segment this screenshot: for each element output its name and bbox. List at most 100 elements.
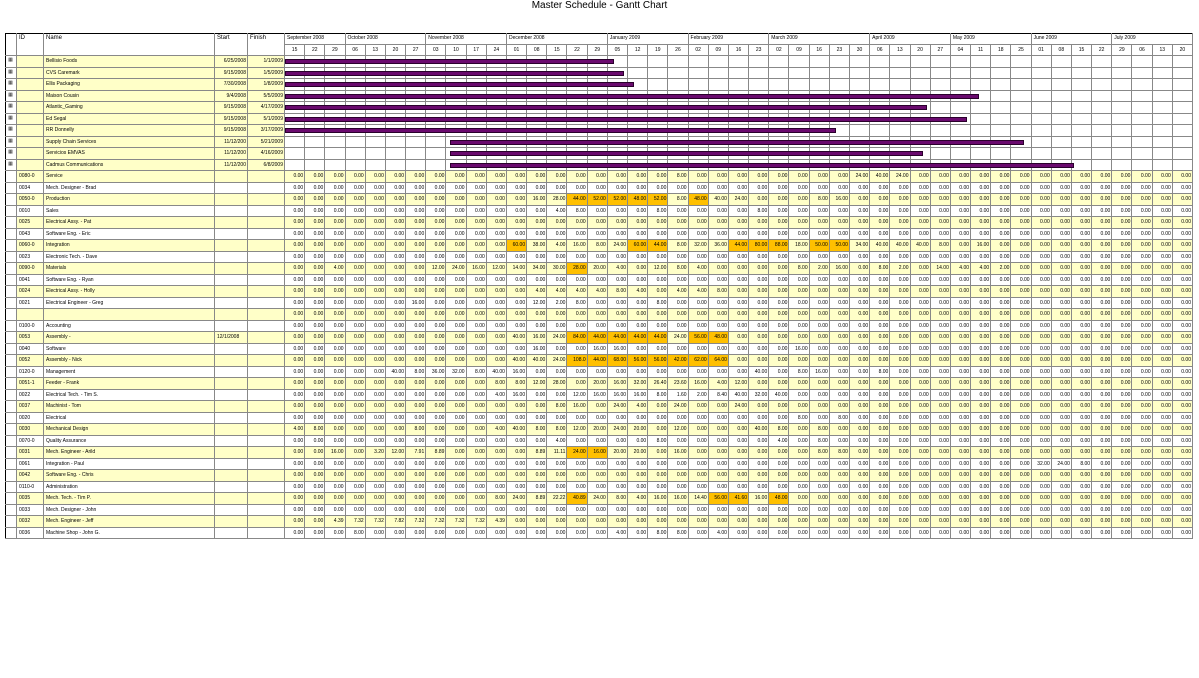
hours-cell: 4.00 (688, 286, 709, 298)
hours-cell: 0.00 (628, 504, 649, 516)
resource-name[interactable]: Integration - Paul (44, 458, 215, 470)
gantt-bar[interactable] (285, 93, 980, 99)
hours-cell: 0.00 (789, 286, 810, 298)
resource-name[interactable]: Mech. Engineer - Jeff (44, 516, 215, 528)
gantt-cell (708, 56, 729, 68)
resource-name[interactable]: Assembly - Nick (44, 355, 215, 367)
hours-cell: 0.00 (870, 332, 891, 344)
resource-name[interactable]: Electrical Assy. - Holly (44, 286, 215, 298)
resource-name[interactable]: Electrical Tech. - Tim S. (44, 389, 215, 401)
resource-name[interactable]: Materials (44, 263, 215, 275)
gantt-bar[interactable] (285, 70, 624, 76)
hours-cell: 0.00 (728, 481, 750, 493)
resource-finish (248, 470, 285, 482)
gantt-cell (971, 79, 992, 91)
task-name[interactable]: Servicios EMVAS (44, 148, 215, 160)
hours-cell: 28.00 (567, 263, 588, 275)
hours-cell: 0.00 (1152, 470, 1173, 482)
hours-cell: 0.00 (708, 263, 729, 275)
resource-name[interactable]: Software Eng. - Ryan (44, 274, 215, 286)
resource-name[interactable]: Management (44, 366, 215, 378)
gantt-bar[interactable] (285, 116, 967, 122)
resource-name[interactable]: Quality Assurance (44, 435, 215, 447)
hours-cell: 0.00 (486, 309, 507, 321)
resource-name[interactable]: Mechanical Design (44, 424, 215, 436)
task-indicator-icon[interactable]: ▦ (5, 136, 17, 148)
resource-name[interactable]: Mech. Designer - John (44, 504, 215, 516)
resource-id: 0025 (17, 217, 44, 229)
gantt-cell (1071, 90, 1093, 102)
task-name[interactable]: Atlantic_Gaming (44, 102, 215, 114)
task-indicator-icon[interactable]: ▦ (5, 79, 17, 91)
task-indicator-icon[interactable]: ▦ (5, 159, 17, 171)
gantt-bar[interactable] (285, 59, 614, 64)
week-header: 01 (1031, 44, 1052, 56)
task-name[interactable]: Ed Segal (44, 113, 215, 125)
resource-name[interactable]: Mech. Tech. - Tim P. (44, 493, 215, 505)
task-name[interactable]: RR Donnelly (44, 125, 215, 137)
hours-cell: 0.00 (728, 412, 750, 424)
resource-name[interactable]: Assembly - (44, 332, 215, 344)
row-indicator (5, 470, 17, 482)
hours-cell: 0.00 (688, 470, 709, 482)
hours-cell: 0.00 (365, 205, 386, 217)
hours-cell: 0.00 (305, 205, 326, 217)
hours-cell: 0.00 (607, 470, 629, 482)
resource-name[interactable]: Service (44, 171, 215, 183)
hours-cell: 0.00 (648, 412, 669, 424)
gantt-bar[interactable] (450, 162, 1074, 168)
resource-name[interactable]: Mech. Engineer - Arild (44, 447, 215, 459)
resource-name[interactable]: Software Eng. - Chris (44, 470, 215, 482)
resource-name[interactable]: Mech. Designer - Brad (44, 182, 215, 194)
task-indicator-icon[interactable]: ▦ (5, 125, 17, 137)
resource-finish (248, 481, 285, 493)
gantt-cell (1031, 125, 1052, 137)
hours-cell: 40.00 (506, 332, 528, 344)
hours-cell: 0.00 (325, 470, 346, 482)
resource-name[interactable]: Software Eng. - Eric (44, 228, 215, 240)
hours-cell: 0.00 (1011, 435, 1032, 447)
hours-cell: 0.00 (547, 274, 568, 286)
resource-name[interactable]: Sales (44, 205, 215, 217)
task-name[interactable]: Cadmus Communications (44, 159, 215, 171)
task-name[interactable]: Bellisio Foods (44, 56, 215, 68)
gantt-bar[interactable] (285, 82, 635, 87)
task-name[interactable]: Maison Cousin (44, 90, 215, 102)
task-name[interactable]: CVS Caremark (44, 67, 215, 79)
resource-name[interactable]: Electrical (44, 412, 215, 424)
resource-name[interactable]: Feeder - Frank (44, 378, 215, 390)
task-name[interactable]: Supply Chain Services (44, 136, 215, 148)
hours-cell: 40.00 (890, 240, 911, 252)
gantt-bar[interactable] (450, 139, 1024, 145)
hours-cell: 0.00 (406, 194, 427, 206)
resource-id: 0090-0 (17, 263, 44, 275)
resource-name[interactable]: Electronic Tech. - Dave (44, 251, 215, 263)
resource-start (215, 458, 248, 470)
resource-name[interactable]: Administration (44, 481, 215, 493)
resource-name[interactable]: Machinist - Tom (44, 401, 215, 413)
hours-cell: 0.00 (890, 274, 911, 286)
resource-name[interactable]: Software (44, 343, 215, 355)
task-indicator-icon[interactable]: ▦ (5, 90, 17, 102)
resource-id: 0051-1 (17, 378, 44, 390)
gantt-cell (809, 67, 830, 79)
resource-name[interactable]: Integration (44, 240, 215, 252)
resource-name[interactable]: Production (44, 194, 215, 206)
resource-name[interactable]: Machine Shop - John G. (44, 527, 215, 539)
task-indicator-icon[interactable]: ▦ (5, 148, 17, 160)
task-indicator-icon[interactable]: ▦ (5, 67, 17, 79)
task-indicator-icon[interactable]: ▦ (5, 56, 17, 68)
week-header: 29 (325, 44, 346, 56)
resource-name[interactable] (44, 309, 215, 321)
task-indicator-icon[interactable]: ▦ (5, 102, 17, 114)
gantt-bar[interactable] (285, 105, 927, 110)
task-name[interactable]: Ellis Packaging (44, 79, 215, 91)
resource-name[interactable]: Electrical Engineer - Greg (44, 297, 215, 309)
resource-name[interactable]: Accounting (44, 320, 215, 332)
gantt-bar[interactable] (450, 151, 923, 156)
hours-cell: 0.00 (1031, 228, 1052, 240)
gantt-bar[interactable] (285, 128, 836, 133)
task-indicator-icon[interactable]: ▦ (5, 113, 17, 125)
hours-cell: 0.00 (688, 424, 709, 436)
resource-name[interactable]: Electrical Assy. - Pat (44, 217, 215, 229)
